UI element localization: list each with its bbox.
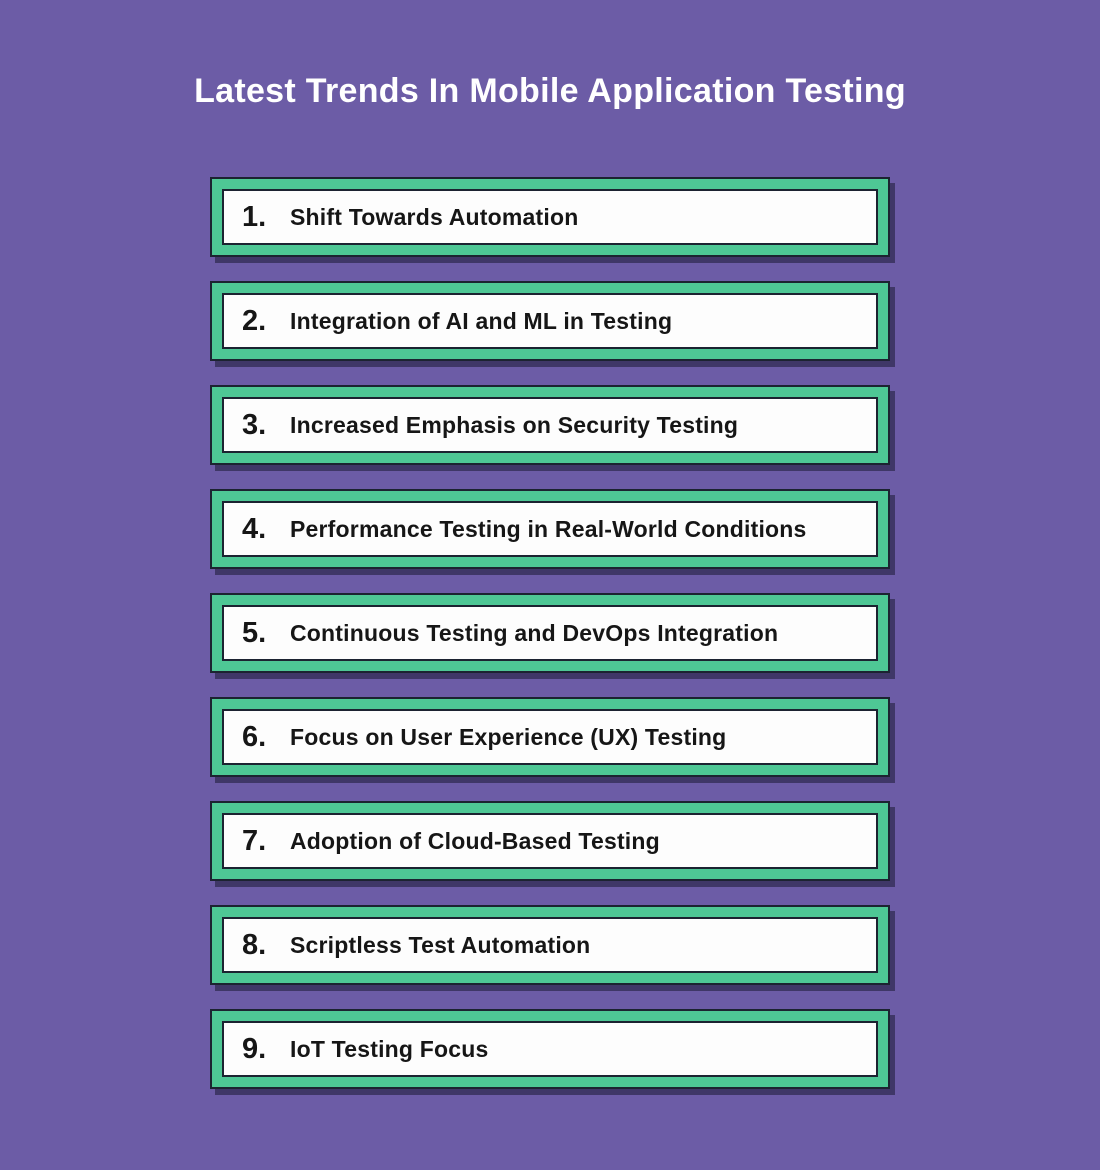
trend-label: IoT Testing Focus bbox=[290, 1035, 489, 1062]
trend-number: 8. bbox=[242, 928, 267, 961]
trend-item: 3. Increased Emphasis on Security Testin… bbox=[210, 385, 890, 465]
trend-item-inner: 8. Scriptless Test Automation bbox=[222, 917, 878, 973]
trend-number: 7. bbox=[242, 824, 267, 857]
trends-list: 1. Shift Towards Automation 2. Integrati… bbox=[210, 177, 890, 1089]
trend-label: Focus on User Experience (UX) Testing bbox=[290, 723, 727, 750]
trend-item-inner: 5. Continuous Testing and DevOps Integra… bbox=[222, 605, 878, 661]
trend-item-inner: 1. Shift Towards Automation bbox=[222, 189, 878, 245]
trend-label: Increased Emphasis on Security Testing bbox=[290, 411, 739, 438]
trend-item: 6. Focus on User Experience (UX) Testing bbox=[210, 697, 890, 777]
trend-item-inner: 7. Adoption of Cloud-Based Testing bbox=[222, 813, 878, 869]
trend-number: 6. bbox=[242, 720, 267, 753]
trend-item: 7. Adoption of Cloud-Based Testing bbox=[210, 801, 890, 881]
trend-number: 9. bbox=[242, 1032, 267, 1065]
trend-item: 8. Scriptless Test Automation bbox=[210, 905, 890, 985]
trend-item-inner: 3. Increased Emphasis on Security Testin… bbox=[222, 397, 878, 453]
trend-number: 2. bbox=[242, 304, 267, 337]
trend-label: Shift Towards Automation bbox=[290, 203, 579, 230]
trend-item: 9. IoT Testing Focus bbox=[210, 1009, 890, 1089]
trend-label: Performance Testing in Real-World Condit… bbox=[290, 515, 807, 542]
trend-number: 4. bbox=[242, 512, 267, 545]
trend-label: Integration of AI and ML in Testing bbox=[290, 307, 673, 334]
trend-item-inner: 4. Performance Testing in Real-World Con… bbox=[222, 501, 878, 557]
trend-item: 2. Integration of AI and ML in Testing bbox=[210, 281, 890, 361]
trend-item-inner: 6. Focus on User Experience (UX) Testing bbox=[222, 709, 878, 765]
trend-item: 1. Shift Towards Automation bbox=[210, 177, 890, 257]
page-title: Latest Trends In Mobile Application Test… bbox=[194, 72, 906, 110]
trend-label: Continuous Testing and DevOps Integratio… bbox=[290, 619, 779, 646]
trend-label: Adoption of Cloud-Based Testing bbox=[290, 827, 660, 854]
trend-item-inner: 9. IoT Testing Focus bbox=[222, 1021, 878, 1077]
trend-number: 3. bbox=[242, 408, 267, 441]
trend-label: Scriptless Test Automation bbox=[290, 931, 591, 958]
trend-item-inner: 2. Integration of AI and ML in Testing bbox=[222, 293, 878, 349]
trend-item: 5. Continuous Testing and DevOps Integra… bbox=[210, 593, 890, 673]
trend-number: 1. bbox=[242, 200, 267, 233]
trend-number: 5. bbox=[242, 616, 267, 649]
trend-item: 4. Performance Testing in Real-World Con… bbox=[210, 489, 890, 569]
